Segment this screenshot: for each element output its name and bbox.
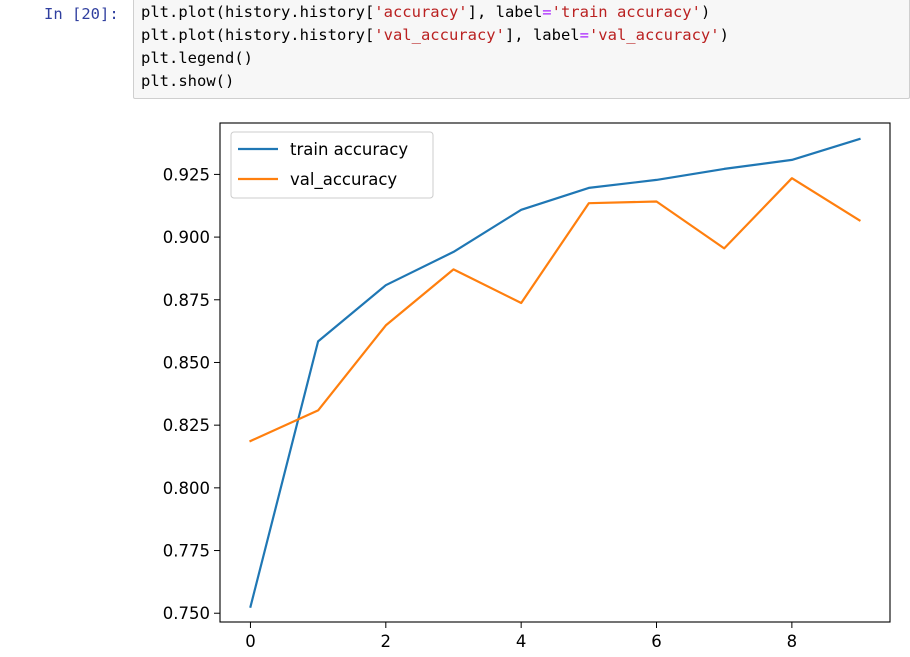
legend-box — [230, 131, 434, 199]
y-tick-label: 0.925 — [163, 165, 210, 184]
code-token: plt.plot(history.history[ — [141, 3, 375, 21]
legend-label: train accuracy — [290, 140, 408, 159]
code-line: plt.legend() — [141, 49, 253, 67]
code-token: 'val_accuracy' — [588, 26, 720, 44]
y-tick-label: 0.750 — [163, 604, 210, 623]
x-tick-label: 2 — [381, 632, 392, 651]
y-tick-label: 0.775 — [163, 542, 210, 561]
code-token: 'accuracy' — [374, 3, 468, 21]
axes-frame — [219, 122, 891, 623]
x-tick-label: 4 — [516, 632, 527, 651]
code-line: plt.show() — [141, 72, 234, 90]
code-cell-input[interactable]: plt.plot(history.history['accuracy'], la… — [133, 0, 910, 99]
code-line: plt.plot(history.history['val_accuracy']… — [141, 26, 729, 44]
legend-label: val_accuracy — [290, 170, 397, 190]
code-token: ) — [719, 26, 729, 44]
x-tick-label: 6 — [651, 632, 662, 651]
line-chart: 0.750 0.775 0.800 0.825 0.850 0.875 0.900 0.925… — [163, 122, 891, 651]
code-token: = — [579, 26, 589, 44]
code-token: ) — [700, 3, 711, 21]
x-tick-label: 8 — [787, 632, 798, 651]
y-tick-label: 0.875 — [163, 291, 210, 310]
code-token: = — [542, 3, 552, 21]
code-token: plt.show() — [141, 72, 235, 90]
x-tick-label: 0 — [245, 632, 256, 651]
code-token: 'train accuracy' — [551, 3, 701, 21]
code-text[interactable]: plt.plot(history.history['accuracy'], la… — [141, 0, 901, 93]
series-line-train-accuracy — [249, 137, 861, 609]
code-token: 'val_accuracy' — [374, 26, 505, 44]
code-token: ], label — [467, 3, 543, 21]
code-token: plt.legend() — [141, 49, 253, 67]
input-prompt: In [20]: — [44, 5, 119, 23]
y-tick-label: 0.800 — [163, 479, 210, 498]
code-token: ], label — [504, 26, 580, 44]
y-tick-label: 0.900 — [163, 228, 210, 247]
series-line-val-accuracy — [249, 177, 862, 443]
plot-area: 0.750 0.775 0.800 0.825 0.850 0.875 0.900 0.925… — [163, 122, 891, 651]
y-tick-label: 0.850 — [163, 353, 210, 372]
code-line: plt.plot(history.history['accuracy'], la… — [141, 3, 710, 21]
y-tick-label: 0.825 — [163, 416, 210, 435]
code-token: plt.plot(history.history[ — [141, 26, 375, 44]
